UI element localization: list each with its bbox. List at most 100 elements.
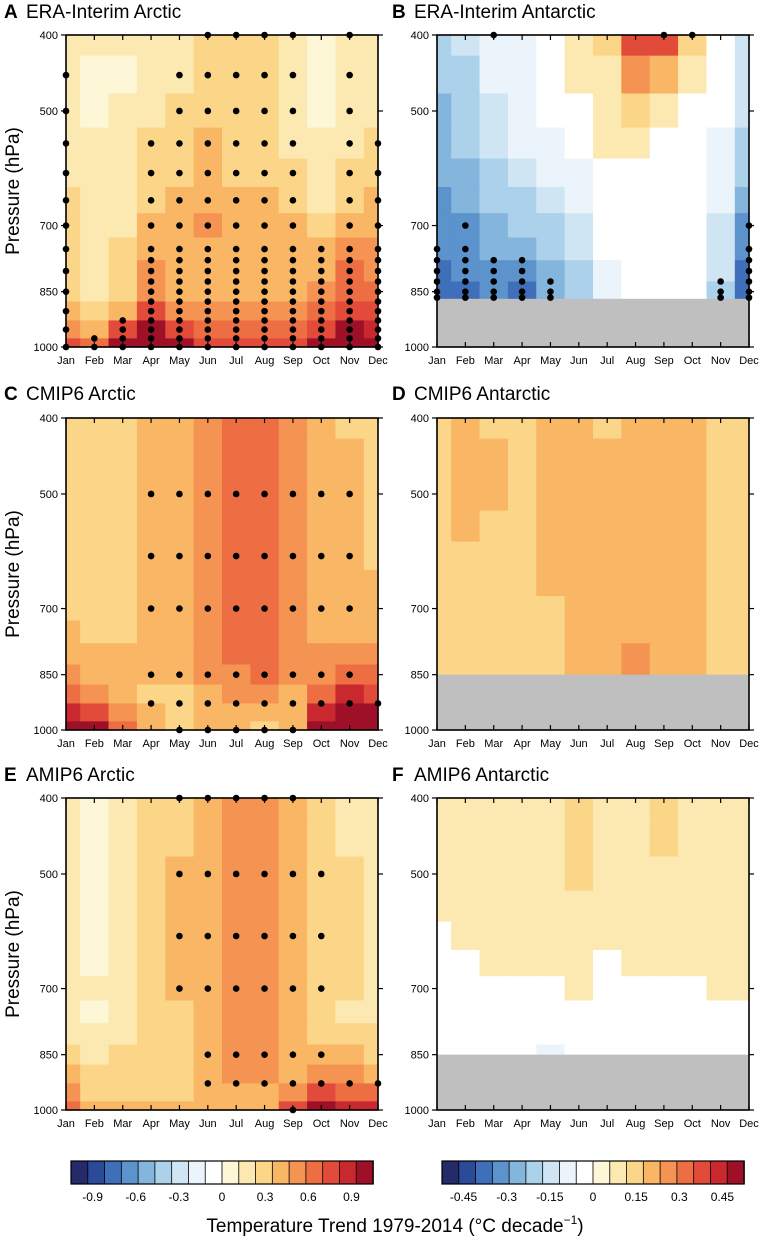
heat-cell <box>193 703 223 722</box>
heat-cell <box>536 596 566 622</box>
heat-cell <box>66 890 81 923</box>
heat-cell <box>136 856 166 892</box>
heat-cell <box>649 798 679 820</box>
heat-cell <box>678 213 708 239</box>
panel-e: Jan Feb Mar Apr May Jun Jul Aug Sep Oct Nov Dec 400 5… <box>3 765 388 1130</box>
heat-cell <box>165 703 195 722</box>
x-tick-label: May <box>540 738 561 750</box>
heat-cell <box>108 921 138 951</box>
heat-cell <box>307 1023 337 1046</box>
heat-cell <box>507 510 537 543</box>
heat-cell <box>451 620 481 644</box>
significance-dot <box>317 552 325 560</box>
heat-cell <box>593 856 622 892</box>
heat-cell <box>66 596 81 622</box>
significance-dot <box>119 335 127 342</box>
heat-cell <box>734 596 750 622</box>
heat-cell <box>80 281 110 303</box>
heat-cell <box>649 418 679 440</box>
colorbar-tick-label: 0.3 <box>257 1190 274 1204</box>
significance-dot <box>232 278 240 285</box>
heat-cell <box>536 127 566 160</box>
significance-dot <box>261 107 268 115</box>
heat-cell <box>706 35 736 57</box>
colorbar-swatch <box>154 1160 173 1185</box>
significance-dot <box>261 932 268 940</box>
significance-dot <box>232 985 240 992</box>
heat-cell <box>222 703 251 722</box>
heat-cell <box>649 237 679 261</box>
colorbar-swatch <box>642 1160 661 1185</box>
heat-cell <box>734 55 750 95</box>
heat-cell <box>706 818 736 858</box>
heat-cell <box>451 418 481 440</box>
heat-cell <box>250 1064 280 1085</box>
heat-cell <box>564 1000 594 1024</box>
heat-cell <box>437 798 452 820</box>
heat-cell <box>564 976 594 1002</box>
x-tick-label: May <box>169 355 190 367</box>
heat-cell <box>250 818 280 858</box>
heat-cell <box>479 93 509 129</box>
significance-dot <box>346 267 353 275</box>
heat-cell <box>536 949 566 977</box>
significance-dot <box>346 197 353 204</box>
significance-dot <box>261 278 268 285</box>
heat-cell <box>80 418 110 440</box>
x-tick-label: Feb <box>456 1118 475 1130</box>
heat-cell <box>250 569 280 597</box>
colorbar-swatch <box>710 1160 729 1185</box>
colorbars: -0.9 -0.6 -0.3 0 0.3 0.6 0.9 -0.45 -0.3 -0.15 0 0.1… <box>70 1160 745 1204</box>
panel-title: AMIP6 Arctic <box>26 765 135 786</box>
heat-cell <box>479 620 509 644</box>
heat-cell <box>80 158 110 188</box>
heat-cell <box>678 35 708 57</box>
colorbar-swatch <box>626 1160 645 1185</box>
heat-cell <box>593 186 622 214</box>
heat-cell <box>363 721 379 731</box>
heat-cell <box>593 643 622 666</box>
panel-c: Jan Feb Mar Apr May Jun Jul Aug Sep Oct Nov Dec 400 5… <box>3 384 388 750</box>
heat-cell <box>621 921 651 951</box>
x-tick-label: Jan <box>428 738 446 750</box>
heat-cell <box>437 186 452 214</box>
x-tick-label: Mar <box>113 1118 132 1130</box>
heat-cell <box>278 418 308 440</box>
significance-dot <box>176 71 183 79</box>
heat-cell <box>363 1101 379 1111</box>
significance-dot <box>289 169 297 177</box>
heat-cell <box>536 921 566 951</box>
heat-cell <box>66 620 81 644</box>
heat-cell <box>193 684 223 705</box>
heat-cell <box>66 976 81 1002</box>
heat-cell <box>193 35 223 57</box>
heat-cell <box>222 620 251 644</box>
heat-cell <box>307 158 337 188</box>
heat-cell <box>193 818 223 858</box>
significance-dot <box>289 490 297 498</box>
heat-cell <box>649 93 679 129</box>
heat-cell <box>335 703 365 722</box>
heat-cell <box>80 260 110 283</box>
heat-cell <box>649 949 679 977</box>
significance-dot <box>317 288 325 295</box>
heat-cell <box>66 798 81 820</box>
significance-dot <box>717 288 724 295</box>
colorbar-swatch <box>188 1160 207 1185</box>
significance-dot <box>261 197 268 204</box>
heat-cell <box>437 213 452 239</box>
heat-cell <box>621 127 651 160</box>
x-tick-label: Oct <box>684 1118 701 1130</box>
heat-cell <box>250 1023 280 1046</box>
heat-cell <box>250 1000 280 1024</box>
heat-cell <box>621 856 651 892</box>
significance-dot <box>147 298 155 305</box>
significance-dot <box>317 490 325 498</box>
heat-cell <box>621 1023 651 1046</box>
heat-cell <box>363 643 379 666</box>
heat-cell <box>479 158 509 188</box>
heat-cell <box>335 818 365 858</box>
panel-letter: D <box>392 384 406 405</box>
heat-cell <box>507 1000 537 1024</box>
heat-cell <box>564 438 594 478</box>
